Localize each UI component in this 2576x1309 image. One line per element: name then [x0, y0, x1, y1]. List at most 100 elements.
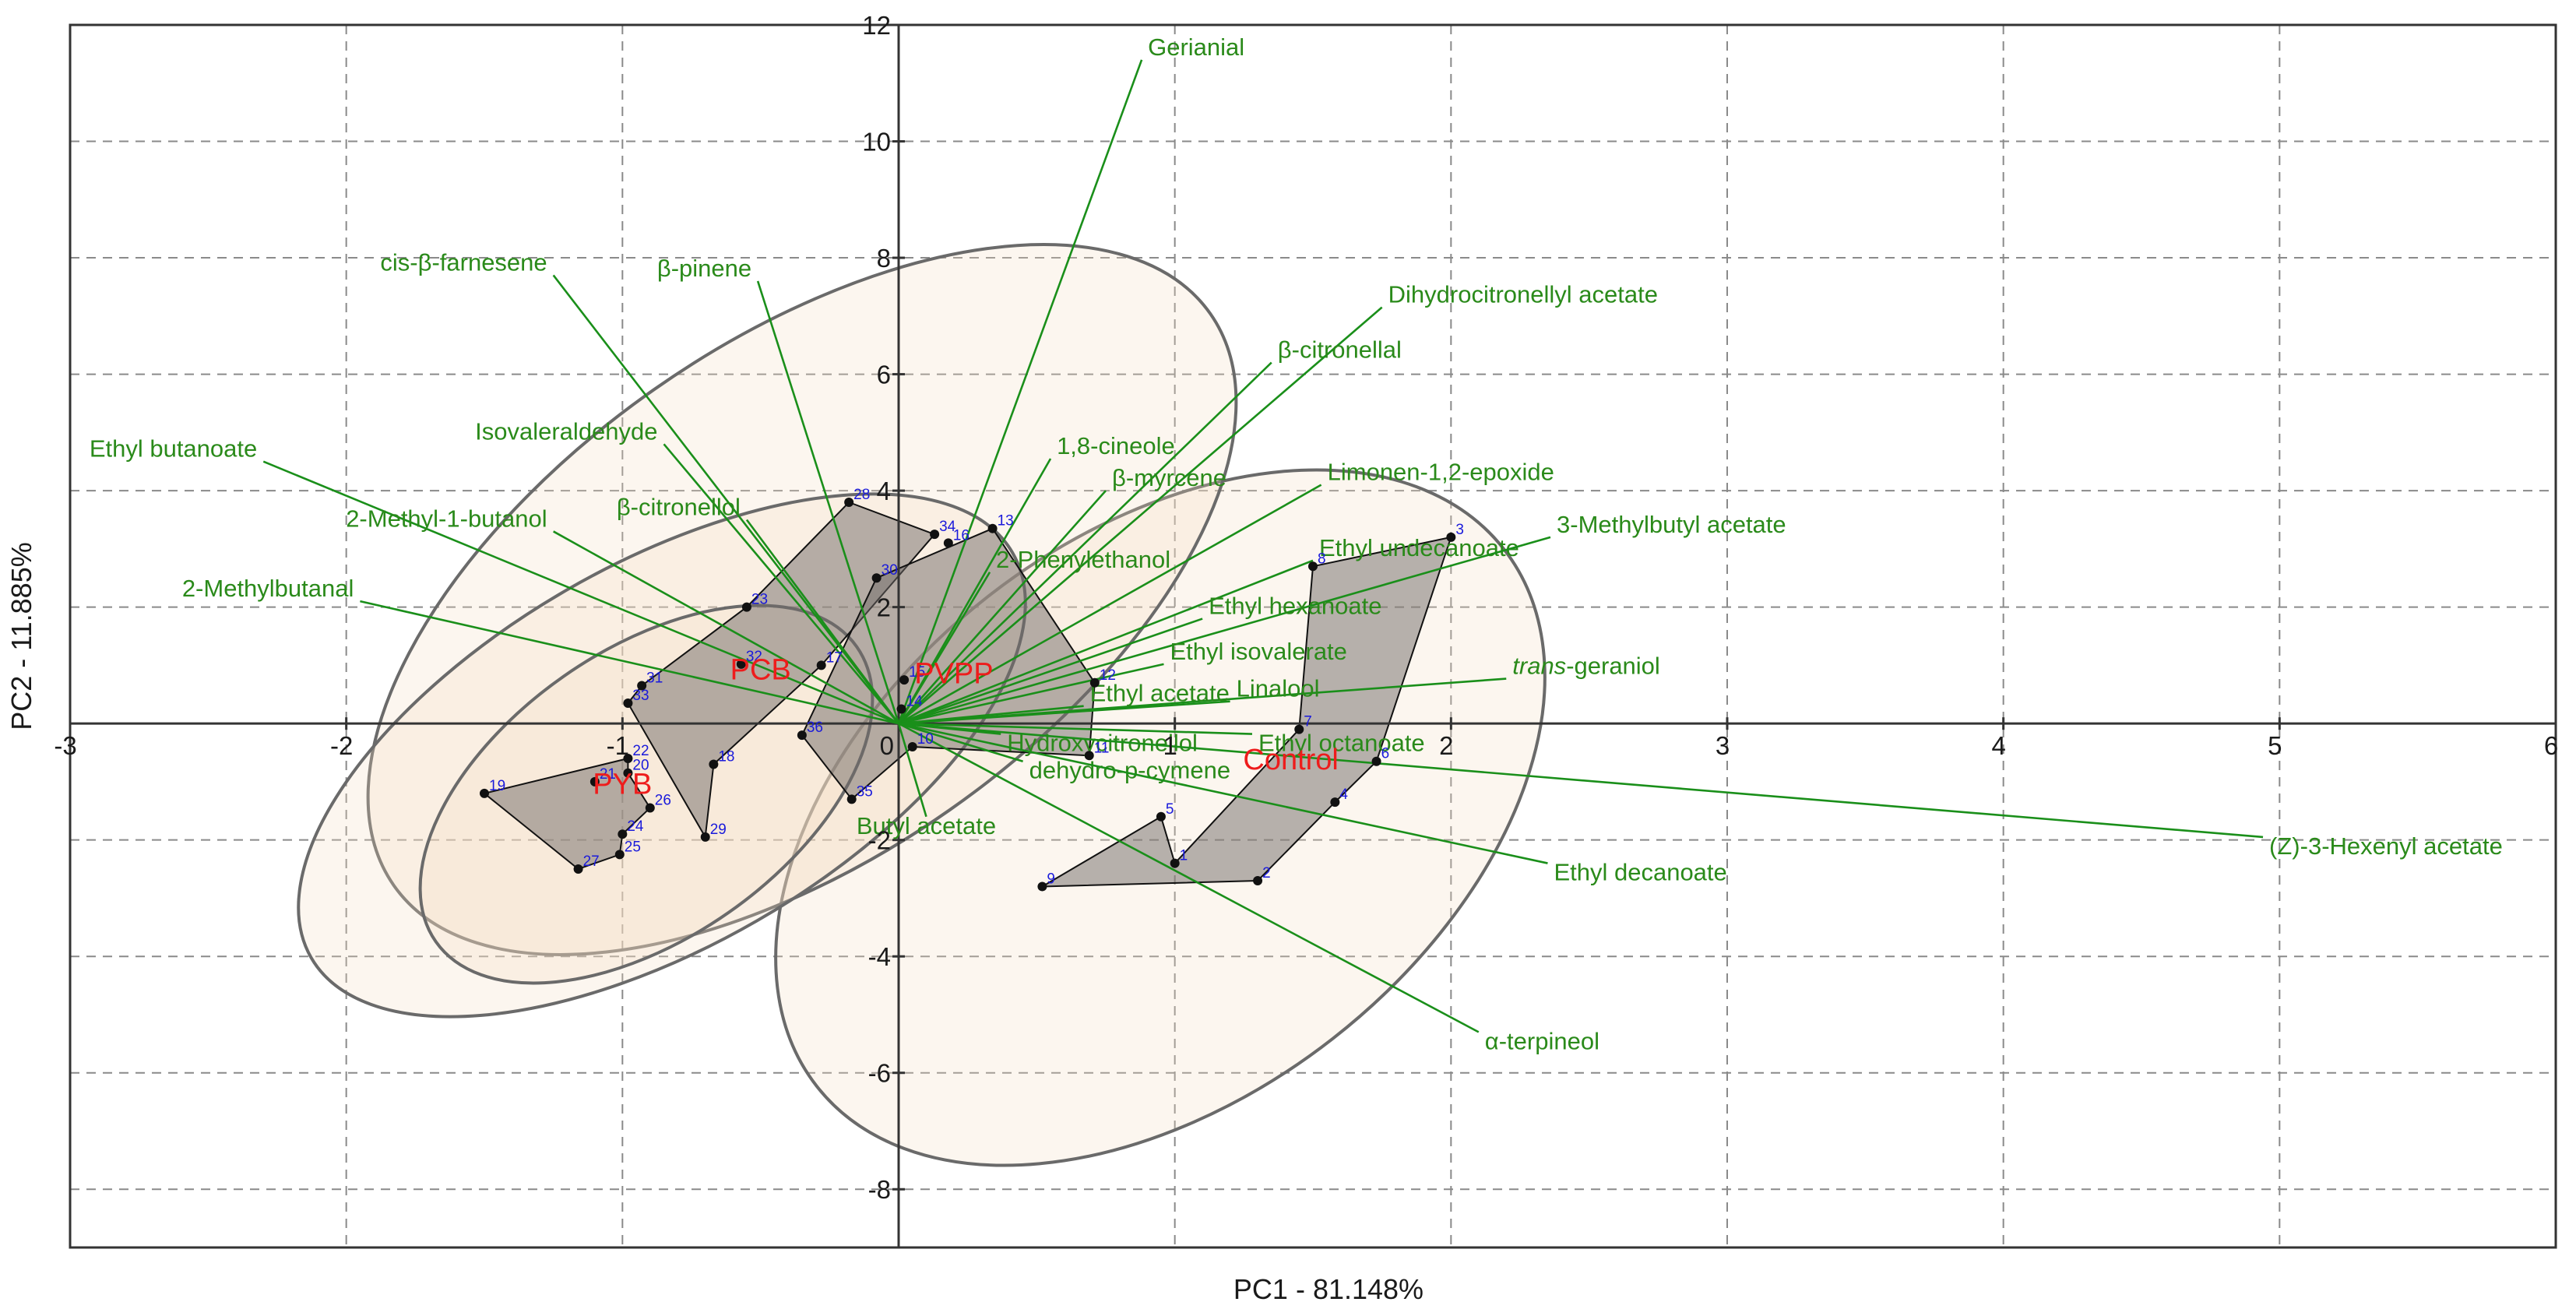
y-tick-label: 10	[862, 128, 891, 157]
group-label-pvpp: PVPP	[914, 658, 993, 691]
observation-label: 31	[646, 670, 663, 687]
observation-label: 15	[909, 664, 925, 681]
variable-label: Hydroxycitronellol	[1007, 730, 1198, 757]
hull-pyb	[482, 757, 652, 871]
y-tick-label: -8	[868, 1175, 891, 1204]
group-hulls	[482, 501, 1452, 888]
observation-point	[741, 602, 751, 612]
observation-point	[573, 864, 583, 874]
observation-label: 17	[826, 649, 843, 666]
observation-point	[846, 794, 857, 804]
observation-label: 2	[1262, 865, 1271, 881]
observation-label: 36	[807, 720, 823, 736]
observation-label: 23	[751, 592, 768, 608]
x-tick-label: -1	[607, 731, 629, 760]
observation-label: 1	[1180, 848, 1188, 864]
loading-vector	[745, 519, 900, 724]
observation-point	[736, 659, 746, 669]
x-axis-title: PC1 - 81.148%	[1233, 1273, 1423, 1305]
observation-label: 10	[917, 731, 934, 748]
observation-point	[1170, 858, 1180, 868]
observation-label: 18	[718, 748, 734, 765]
observations: 1234567891011121314151617181920212223242…	[480, 487, 1464, 892]
observation-label: 14	[906, 693, 924, 709]
observation-point	[623, 754, 633, 763]
observation-point	[930, 530, 940, 540]
y-tick-label: 2	[877, 593, 891, 622]
variable-label: Ethyl hexanoate	[1209, 593, 1381, 620]
variable-label: Dihydrocitronellyl acetate	[1388, 281, 1658, 308]
observation-label: 30	[882, 562, 898, 579]
x-tick-label: -3	[54, 731, 76, 760]
observation-label: 32	[746, 649, 762, 665]
observation-label: 7	[1304, 714, 1312, 730]
loading-vector	[756, 280, 900, 724]
observation-point	[816, 660, 826, 670]
loading-vector	[898, 722, 2264, 839]
loading-vector	[898, 722, 1480, 1033]
variable-label: 2-Methylbutanal	[182, 575, 354, 602]
hull-pvpp	[801, 527, 1096, 801]
observation-point	[1330, 797, 1340, 808]
variable-label: 2-Methyl-1-butanol	[346, 505, 547, 532]
variable-label: Ethyl butanoate	[90, 435, 257, 463]
group-label-control: Control	[1243, 744, 1339, 776]
observation-label: 24	[627, 818, 644, 835]
x-tick-label: 1	[1163, 731, 1177, 760]
observation-point	[618, 829, 628, 839]
observation-label: 29	[710, 822, 727, 838]
variable-label: dehydro-p-cymene	[1029, 757, 1230, 784]
y-tick-label: 4	[877, 477, 891, 505]
observation-label: 4	[1339, 786, 1348, 803]
observation-point	[1037, 881, 1047, 892]
variable-label: β-pinene	[657, 255, 751, 282]
observation-point	[943, 538, 953, 548]
observation-point	[899, 675, 910, 685]
observation-label: 33	[632, 688, 649, 704]
observation-label: 3	[1455, 522, 1464, 538]
variable-label: 3-Methylbutyl acetate	[1557, 511, 1786, 538]
variable-label: trans-geraniol	[1512, 653, 1660, 680]
observation-point	[623, 768, 633, 778]
loading-vector	[898, 722, 1253, 735]
y-axis-title: PC2 - 11.885%	[5, 542, 37, 730]
variable-label: 1,8-cineole	[1057, 432, 1175, 459]
observation-point	[1089, 677, 1100, 688]
observation-label: 5	[1166, 801, 1174, 818]
group-label-pcb: PCB	[730, 653, 791, 686]
observation-label: 11	[1094, 740, 1110, 756]
variable-label: (Z)-3-Hexenyl acetate	[2269, 832, 2503, 860]
loading-vector	[897, 59, 1143, 724]
loading-vector	[360, 600, 899, 725]
observation-label: 27	[583, 853, 600, 870]
loading-vector	[898, 722, 1023, 762]
observation-point	[907, 742, 917, 752]
observation-label: 13	[998, 513, 1014, 530]
plot-frame	[69, 23, 2557, 1249]
variable-label: Gerianial	[1148, 33, 1244, 61]
y-tick-label: -4	[868, 942, 891, 971]
observation-label: 34	[939, 519, 956, 535]
loading-vector	[897, 572, 991, 724]
loading-vector	[898, 361, 1272, 725]
variable-label: Ethyl undecanoate	[1319, 534, 1519, 561]
loading-vector	[553, 530, 899, 725]
x-tick-label: 6	[2544, 731, 2558, 760]
variable-label: Ethyl isovalerate	[1170, 638, 1346, 665]
observation-label: 22	[632, 743, 649, 759]
x-tick-label: 4	[1991, 731, 2005, 760]
y-tick-label: -2	[868, 826, 891, 855]
observation-point	[623, 698, 633, 708]
observation-point	[645, 803, 655, 813]
variable-label: Butyl acetate	[857, 812, 996, 839]
loading-vector	[552, 274, 900, 724]
observation-label: 28	[853, 487, 870, 503]
observation-point	[700, 832, 710, 842]
variable-label: 2-Phenylethanol	[996, 546, 1170, 573]
observation-point	[1084, 751, 1094, 761]
observation-label: 9	[1047, 871, 1055, 887]
variable-label: Limonen-1,2-epoxide	[1328, 459, 1554, 486]
observation-point	[1371, 756, 1381, 766]
